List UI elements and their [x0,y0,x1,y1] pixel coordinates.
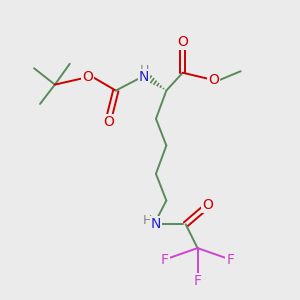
Text: H: H [140,64,149,77]
Text: F: F [194,274,202,288]
Text: O: O [177,34,188,49]
Text: O: O [103,115,114,129]
Text: F: F [161,253,169,267]
Text: O: O [202,198,213,212]
Text: N: N [151,217,161,231]
Text: O: O [82,70,93,84]
Text: N: N [139,70,149,84]
Text: O: O [208,73,219,87]
Text: F: F [226,253,234,267]
Text: H: H [143,214,152,227]
